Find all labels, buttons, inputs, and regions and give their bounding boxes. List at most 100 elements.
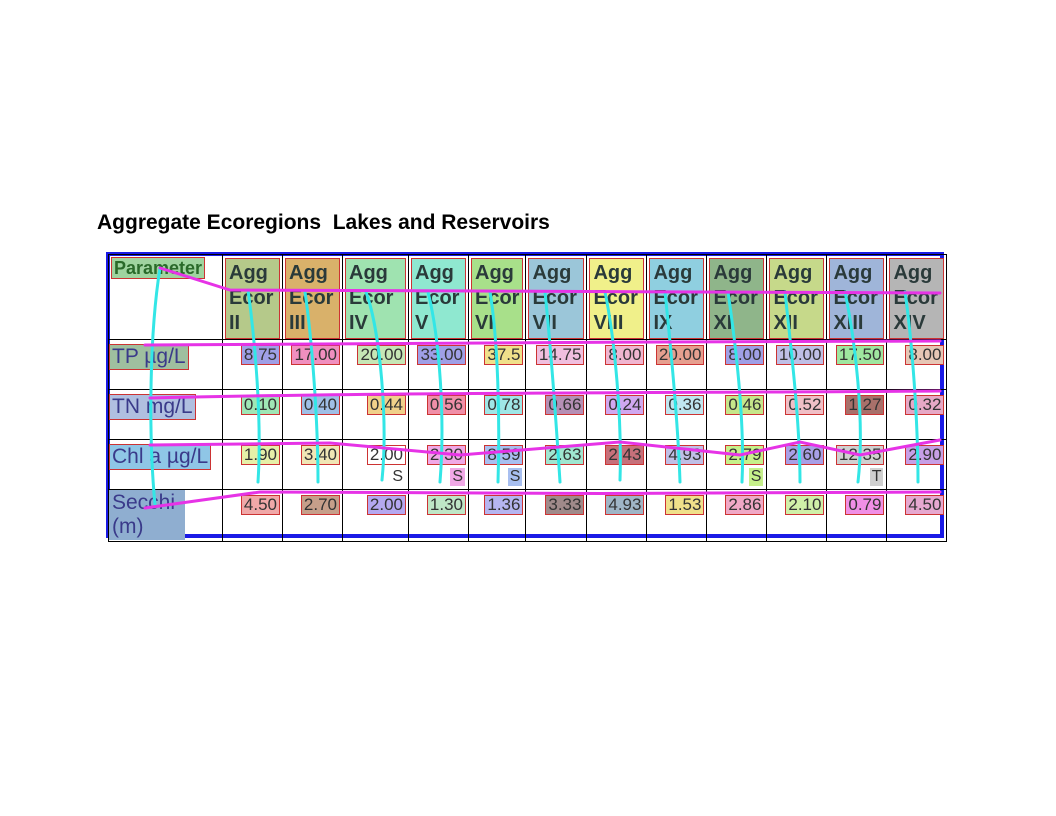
header-line: III: [289, 312, 306, 334]
header-line: IV: [349, 312, 368, 334]
cell-value: 1.30: [426, 495, 466, 515]
header-label: Agg Ecor III: [285, 258, 340, 339]
value-cell: 20.00: [646, 339, 708, 390]
value-cell: 2.43: [586, 439, 648, 490]
header-line: Ecor: [893, 287, 938, 309]
cell-note: S: [390, 468, 405, 486]
value-cell: 2.79 S: [706, 439, 768, 490]
cell-value: 20.00: [357, 345, 406, 365]
cell-value: 2.79: [725, 445, 765, 465]
cell-value: 4.93: [665, 445, 705, 465]
cell-note: S: [450, 468, 465, 486]
header-line: XIII: [833, 312, 864, 334]
value-cell: 4.50: [222, 489, 283, 542]
header-ecor-viii: Agg Ecor VIII: [586, 254, 648, 340]
cell-value: 0.78: [484, 395, 524, 415]
header-label: Agg Ecor IX: [649, 258, 705, 339]
cell-value: 14.75: [535, 345, 585, 365]
cell-value: 8.75: [240, 345, 280, 365]
header-ecor-xi: Agg Ecor XI: [706, 254, 768, 340]
header-line: Ecor: [349, 287, 394, 309]
cell-note: S: [748, 468, 764, 486]
cell-value: 8.00: [725, 345, 765, 365]
cell-value: 1.90: [240, 445, 280, 465]
header-ecor-v: Agg Ecor V: [408, 254, 469, 340]
cell-value: 2.00: [366, 445, 406, 465]
value-cell: 14.75: [525, 339, 588, 390]
value-cell: 8.00: [706, 339, 768, 390]
header-ecor-xii: Agg Ecor XII: [766, 254, 828, 340]
header-line: Ecor: [415, 287, 460, 309]
row-label-cell: Chl a µg/L: [108, 439, 223, 490]
cell-note: S: [507, 468, 523, 486]
cell-value: 2.10: [785, 495, 825, 515]
value-cell: 3.33: [525, 489, 588, 542]
header-label: Agg Ecor XIV: [889, 258, 945, 339]
header-line: Ecor: [229, 287, 274, 309]
header-line: Agg: [833, 262, 873, 284]
row-label-cell: TP µg/L: [108, 339, 223, 390]
ecoregion-table: Parameter Agg Ecor II Agg Ecor III Agg Ecor IV…: [108, 254, 948, 542]
value-cell: 4.50: [886, 489, 948, 542]
header-line: VI: [475, 312, 494, 334]
value-cell: 2.63: [525, 439, 588, 490]
cell-value: 4.50: [240, 495, 280, 515]
header-line: Ecor: [833, 287, 878, 309]
header-line: Agg: [349, 262, 388, 284]
header-line: Agg: [593, 262, 633, 284]
value-cell: 0.44: [342, 389, 409, 440]
row-label-cell: Secchi (m): [108, 489, 223, 542]
header-line: II: [229, 312, 241, 334]
header-ecor-ii: Agg Ecor II: [222, 254, 283, 340]
header-ecor-xiii: Agg Ecor XIII: [826, 254, 888, 340]
header-line: V: [415, 312, 429, 334]
cell-value: 4.50: [905, 495, 945, 515]
header-line: Agg: [773, 262, 813, 284]
header-line: VIII: [593, 312, 624, 334]
cell-value: 12.35: [835, 445, 885, 465]
header-line: Agg: [415, 262, 454, 284]
value-cell: 2.70: [282, 489, 343, 542]
cell-value: 0.46: [725, 395, 765, 415]
header-line: Ecor: [593, 287, 638, 309]
header-line: Agg: [713, 262, 753, 284]
value-cell: 0.46: [706, 389, 768, 440]
value-cell: 8.00: [586, 339, 648, 390]
value-cell: 0.66: [525, 389, 588, 440]
value-cell: 2.00: [342, 489, 409, 542]
value-cell: 0.52: [766, 389, 828, 440]
header-ecor-vii: Agg Ecor VII: [525, 254, 588, 340]
value-cell: 0.32: [886, 389, 948, 440]
header-line: Ecor: [289, 287, 334, 309]
row-label: Chl a µg/L: [109, 444, 212, 471]
value-cell: 1.27: [826, 389, 888, 440]
value-cell: 10.00: [766, 339, 828, 390]
value-cell: 4.93: [646, 439, 708, 490]
cell-value: 2.90: [905, 445, 945, 465]
cell-value: 37.5: [484, 345, 524, 365]
cell-value: 2.43: [605, 445, 645, 465]
header-line: Agg: [653, 262, 693, 284]
cell-value: 1.53: [665, 495, 705, 515]
header-ecor-xiv: Agg Ecor XIV: [886, 254, 948, 340]
header-line: Ecor: [475, 287, 520, 309]
table-row: TN mg/L 0.10 0.40 0.44 0.56 0.78 0.66 0.24 0.36 0…: [108, 389, 948, 440]
header-ecor-ix: Agg Ecor IX: [646, 254, 708, 340]
cell-value: 8.00: [905, 345, 945, 365]
header-parameter: Parameter: [108, 254, 223, 340]
header-ecor-vi: Agg Ecor VI: [467, 254, 527, 340]
cell-value: 2.30: [426, 445, 466, 465]
cell-value: 2.86: [725, 495, 765, 515]
value-cell: 37.5: [467, 339, 527, 390]
header-ecor-iii: Agg Ecor III: [282, 254, 343, 340]
value-cell: 12.35 T: [826, 439, 888, 490]
header-label: Agg Ecor XII: [769, 258, 825, 339]
value-cell: 2.90: [886, 439, 948, 490]
value-cell: 1.53: [646, 489, 708, 542]
value-cell: 2.86: [706, 489, 768, 542]
cell-value: 4.93: [605, 495, 645, 515]
header-line: Agg: [289, 262, 328, 284]
row-label: TP µg/L: [109, 344, 189, 371]
row-label-cell: TN mg/L: [108, 389, 223, 440]
cell-value: 2.60: [785, 445, 825, 465]
